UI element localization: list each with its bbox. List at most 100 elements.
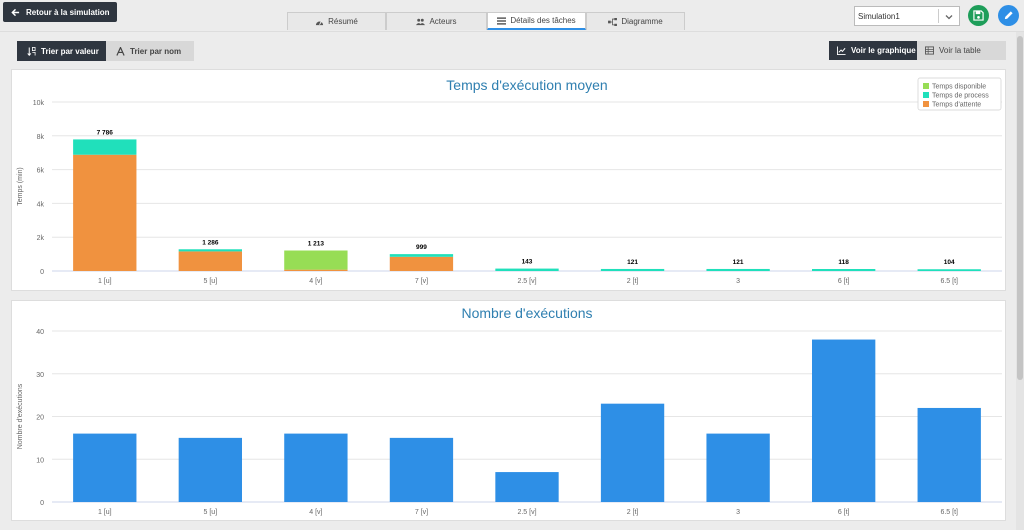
x-tick-label: 2.5 [v] (517, 509, 536, 516)
x-tick-label: 3 (736, 278, 740, 285)
data-label: 143 (522, 259, 533, 266)
line-chart-icon (837, 46, 846, 55)
sort-by-name-label: Trier par nom (130, 46, 182, 56)
tab-acteurs[interactable]: Acteurs (386, 12, 487, 30)
bar (600, 403, 665, 502)
bar (389, 437, 454, 502)
simulation-select[interactable]: Simulation1 (854, 6, 960, 26)
data-label: 1 286 (202, 239, 219, 246)
x-tick-label: 2.5 [v] (517, 278, 536, 285)
chevron-down-icon (945, 15, 953, 20)
x-tick-label: 4 [v] (309, 509, 322, 516)
chart-title: Temps d'exécution moyen (446, 77, 607, 93)
data-label: 7 786 (97, 129, 114, 136)
data-label: 121 (627, 259, 638, 266)
sort-by-value-button[interactable]: Trier par valeur (17, 41, 106, 61)
x-tick-label: 2 [t] (627, 278, 639, 285)
bar-segment (812, 269, 876, 271)
bar (706, 433, 770, 502)
back-to-simulation-label: Retour à la simulation (26, 7, 110, 17)
legend-swatch (923, 92, 929, 98)
data-label: 121 (733, 259, 744, 266)
sort-by-value-label: Trier par valeur (41, 46, 99, 56)
x-tick-label: 5 [u] (204, 278, 218, 285)
tab-acteurs-label: Acteurs (429, 17, 457, 26)
bar (178, 437, 242, 502)
chart-title: Nombre d'exécutions (461, 305, 592, 321)
x-tick-label: 6 [t] (838, 278, 850, 285)
y-tick-label: 8k (37, 134, 45, 141)
bar (284, 433, 348, 502)
save-icon (973, 10, 984, 21)
view-table-button[interactable]: Voir la table (917, 41, 1006, 60)
y-tick-label: 0 (40, 500, 44, 507)
bar-segment (600, 268, 665, 271)
pencil-icon (1004, 11, 1013, 20)
bar-segment (178, 249, 242, 252)
x-tick-label: 6 [t] (838, 509, 850, 516)
x-tick-label: 4 [v] (309, 278, 322, 285)
x-tick-label: 7 [v] (415, 509, 428, 516)
sort-by-name-button[interactable]: Trier par nom (106, 41, 194, 61)
tab-diagramme[interactable]: Diagramme (586, 12, 685, 30)
header-divider (0, 31, 1024, 32)
tab-diagramme-label: Diagramme (621, 17, 663, 26)
y-tick-label: 0 (40, 269, 44, 276)
tab-details-taches[interactable]: Détails des tâches (487, 12, 586, 30)
simulation-select-value: Simulation1 (858, 11, 900, 21)
top-bar: Retour à la simulation Résumé Acteurs Dé… (0, 0, 1024, 32)
table-icon (925, 46, 934, 55)
list-icon (497, 16, 507, 25)
execution-count-chart: Nombre d'exécutions 0 10 20 30 40 Nombre d'exé… (17, 305, 1002, 516)
bar-segment (495, 268, 559, 271)
scrollbar-thumb[interactable] (1017, 36, 1023, 380)
view-chart-button[interactable]: Voir le graphique (829, 41, 917, 60)
save-button[interactable] (968, 5, 989, 26)
tab-resume[interactable]: Résumé (287, 12, 386, 30)
back-to-simulation-button[interactable]: Retour à la simulation (3, 2, 117, 22)
bar (495, 472, 559, 502)
legend-swatch (923, 101, 929, 107)
y-tick-label: 20 (36, 415, 44, 422)
edit-button[interactable] (998, 5, 1019, 26)
chart-panel-execution-time: Temps d'exécution moyen 0 2k 4k 6k 8k 10k Temps… (11, 69, 1006, 291)
x-tick-label: 7 [v] (415, 278, 428, 285)
execution-time-chart: Temps d'exécution moyen 0 2k 4k 6k 8k 10k Temps… (17, 77, 1002, 285)
y-tick-label: 30 (36, 372, 44, 379)
bar-segment (389, 256, 454, 271)
data-label: 1 213 (308, 241, 325, 248)
users-icon (416, 18, 426, 25)
y-axis-label: Temps (min) (17, 167, 24, 206)
tab-resume-label: Résumé (328, 17, 358, 26)
x-tick-label: 2 [t] (627, 509, 639, 516)
bar (917, 407, 981, 502)
legend-label: Temps d'attente (932, 102, 981, 109)
legend-swatch (923, 83, 929, 89)
bar-segment (284, 269, 348, 271)
arrow-left-icon (11, 8, 20, 16)
view-chart-label: Voir le graphique (851, 46, 916, 55)
y-tick-label: 4k (37, 201, 45, 208)
x-tick-label: 1 [u] (98, 509, 112, 516)
legend-box (917, 77, 1002, 111)
x-tick-label: 6.5 [t] (940, 278, 958, 285)
tab-details-taches-label: Détails des tâches (510, 16, 576, 25)
bar (73, 433, 137, 502)
bar-segment (706, 268, 770, 271)
y-tick-label: 10k (33, 100, 45, 107)
dashboard-icon (316, 20, 324, 25)
bar-segment (73, 139, 137, 155)
y-tick-label: 10 (36, 457, 44, 464)
data-label: 999 (416, 244, 427, 251)
chart-panel-execution-count: Nombre d'exécutions 0 10 20 30 40 Nombre d'exé… (11, 300, 1006, 521)
bar-segment (178, 251, 242, 271)
y-tick-label: 40 (36, 329, 44, 336)
sitemap-icon (608, 17, 618, 26)
x-tick-label: 3 (736, 509, 740, 516)
legend-label: Temps disponible (932, 84, 986, 91)
x-tick-label: 5 [u] (204, 509, 218, 516)
x-tick-label: 6.5 [t] (940, 509, 958, 516)
y-axis-label: Nombre d'exécutions (17, 383, 24, 449)
bar-segment (284, 250, 348, 270)
data-label: 118 (838, 259, 849, 266)
